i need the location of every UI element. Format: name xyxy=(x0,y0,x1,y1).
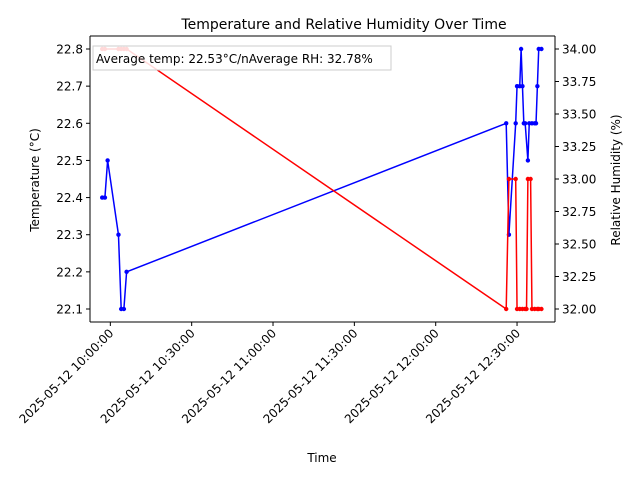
series-left-point xyxy=(520,83,525,89)
annotation-box: Average temp: 22.53°C/nAverage RH: 32.78… xyxy=(92,45,392,71)
y-right-tick-label: 32.75 xyxy=(562,205,596,219)
x-tick-label: 2025-05-12 11:30:00 xyxy=(260,326,360,426)
series-left-point xyxy=(539,46,544,52)
y-left-ticks: 22.1 22.2 22.3 22.4 22.5 22.6 22.7 22.8 xyxy=(56,43,90,317)
x-tick-label: 2025-05-12 12:00:00 xyxy=(342,326,442,426)
series-right-point xyxy=(524,306,529,312)
y-left-tick-label: 22.7 xyxy=(56,80,83,94)
y-right-tick-label: 33.50 xyxy=(562,108,596,122)
y-right-tick-label: 32.00 xyxy=(562,303,596,317)
x-tick-label: 2025-05-12 10:30:00 xyxy=(98,326,198,426)
y-left-tick-label: 22.6 xyxy=(56,117,83,131)
annotation-frame xyxy=(92,45,392,71)
y-left-tick-label: 22.8 xyxy=(56,43,83,57)
series-right-point xyxy=(506,176,512,182)
y-left-tick-label: 22.2 xyxy=(56,265,83,279)
y-left-tick-label: 22.4 xyxy=(56,191,83,205)
series-right-point xyxy=(504,306,509,312)
series-left-point xyxy=(533,121,539,126)
series-left-point xyxy=(525,158,531,163)
y-left-tick-label: 22.1 xyxy=(56,303,83,317)
plot-area xyxy=(90,36,555,322)
series-left-point xyxy=(513,121,518,126)
y-right-axis-label: Relative Humidity (%) xyxy=(609,114,623,245)
series-right-point xyxy=(513,176,518,182)
y-right-tick-label: 32.50 xyxy=(562,238,596,252)
y-right-ticks: 32.00 32.25 32.50 32.75 33.00 33.25 33.50 33.75… xyxy=(555,43,596,317)
series-left-point xyxy=(504,121,509,126)
y-right-tick-label: 33.00 xyxy=(562,173,596,187)
y-right-tick-label: 32.25 xyxy=(562,270,596,284)
x-tick-label: 2025-05-12 11:00:00 xyxy=(179,326,279,426)
series-left-point xyxy=(102,195,108,200)
x-axis-label: Time xyxy=(306,451,336,465)
series-right-point xyxy=(528,176,533,182)
series-left-point xyxy=(518,46,524,52)
series-right-point xyxy=(539,306,544,312)
y-right-tick-label: 33.25 xyxy=(562,140,596,154)
y-right-tick-label: 34.00 xyxy=(562,43,596,57)
y-right-tick-label: 33.75 xyxy=(562,75,596,89)
y-left-tick-label: 22.5 xyxy=(56,154,83,168)
x-tick-label: 2025-05-12 12:30:00 xyxy=(423,326,523,426)
series-left-point xyxy=(121,306,127,312)
y-left-axis-label: Temperature (°C) xyxy=(28,128,42,233)
series-left-point xyxy=(124,269,129,275)
chart-title: Temperature and Relative Humidity Over T… xyxy=(180,17,506,33)
annotation-text: Average temp: 22.53°C/nAverage RH: 32.78… xyxy=(96,52,373,66)
y-left-tick-label: 22.3 xyxy=(56,228,83,242)
series-left-point xyxy=(105,158,110,163)
series-left-point xyxy=(116,232,121,237)
x-tick-label: 2025-05-12 10:00:00 xyxy=(16,326,116,426)
series-left-point xyxy=(535,83,540,89)
series-left-point xyxy=(522,121,528,126)
